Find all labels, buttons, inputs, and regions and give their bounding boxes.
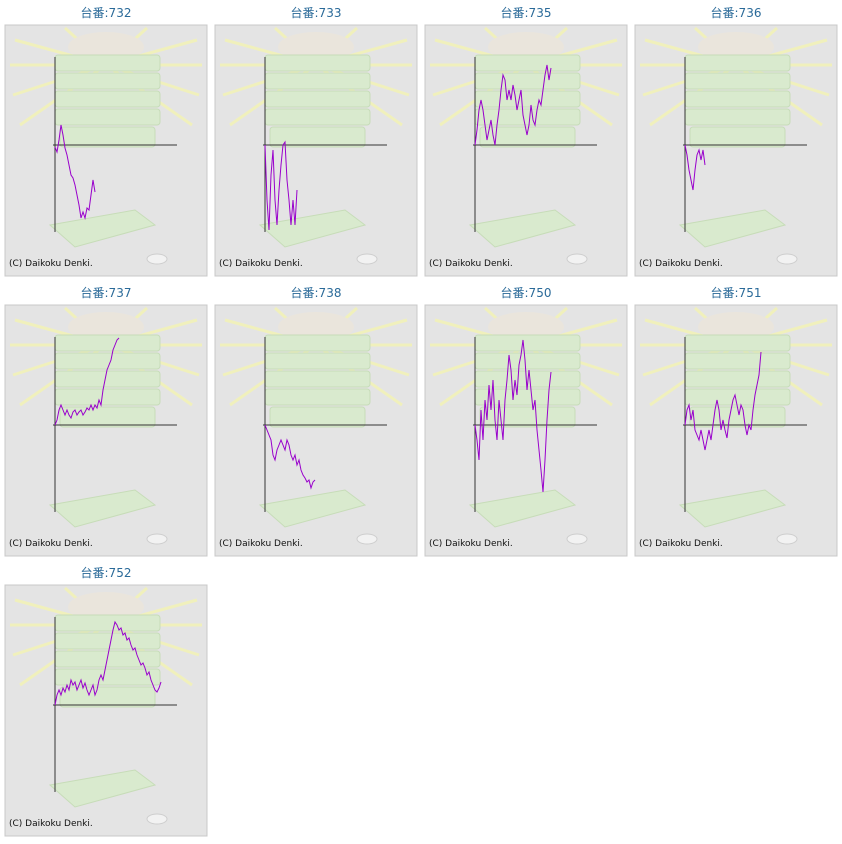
chart-title: 台番:751	[711, 285, 762, 300]
copyright: (C) Daikoku Denki.	[639, 259, 723, 269]
data-line	[54, 337, 120, 426]
chart-title: 台番:732	[81, 5, 132, 20]
copyright: (C) Daikoku Denki.	[219, 539, 303, 549]
chart-panel: 台番:751 (C) Daikoku Denki.	[634, 285, 838, 557]
data-line	[54, 124, 96, 220]
chart-title: 台番:750	[501, 285, 552, 300]
data-line	[684, 144, 706, 191]
chart-panel: 台番:736 (C) Daikoku Denki.	[634, 5, 838, 277]
copyright: (C) Daikoku Denki.	[9, 819, 93, 829]
data-line	[684, 351, 762, 451]
chart-title: 台番:736	[711, 5, 762, 20]
chart-panel: 台番:735 (C) Daikoku Denki.	[424, 5, 628, 277]
chart-title: 台番:737	[81, 285, 132, 300]
data-line	[264, 424, 316, 490]
chart-panel: 台番:752 (C) Daikoku Denki.	[4, 565, 208, 837]
chart-panel: 台番:738 (C) Daikoku Denki.	[214, 285, 418, 557]
chart-title: 台番:733	[291, 5, 342, 20]
chart-title: 台番:752	[81, 565, 132, 580]
copyright: (C) Daikoku Denki.	[219, 259, 303, 269]
data-line	[474, 64, 552, 146]
copyright: (C) Daikoku Denki.	[9, 259, 93, 269]
chart-title: 台番:735	[501, 5, 552, 20]
chart-panel: 台番:733 (C) Daikoku Denki.	[214, 5, 418, 277]
copyright: (C) Daikoku Denki.	[429, 539, 513, 549]
copyright: (C) Daikoku Denki.	[9, 539, 93, 549]
data-line	[54, 620, 162, 706]
copyright: (C) Daikoku Denki.	[639, 539, 723, 549]
data-line	[264, 140, 298, 231]
copyright: (C) Daikoku Denki.	[429, 259, 513, 269]
data-line	[474, 339, 552, 493]
chart-title: 台番:738	[291, 285, 342, 300]
chart-panel: 台番:750 (C) Daikoku Denki.	[424, 285, 628, 557]
chart-panel: 台番:732 (C) Daikoku Denki.	[4, 5, 208, 277]
chart-panel: 台番:737 (C) Daikoku Denki.	[4, 285, 208, 557]
